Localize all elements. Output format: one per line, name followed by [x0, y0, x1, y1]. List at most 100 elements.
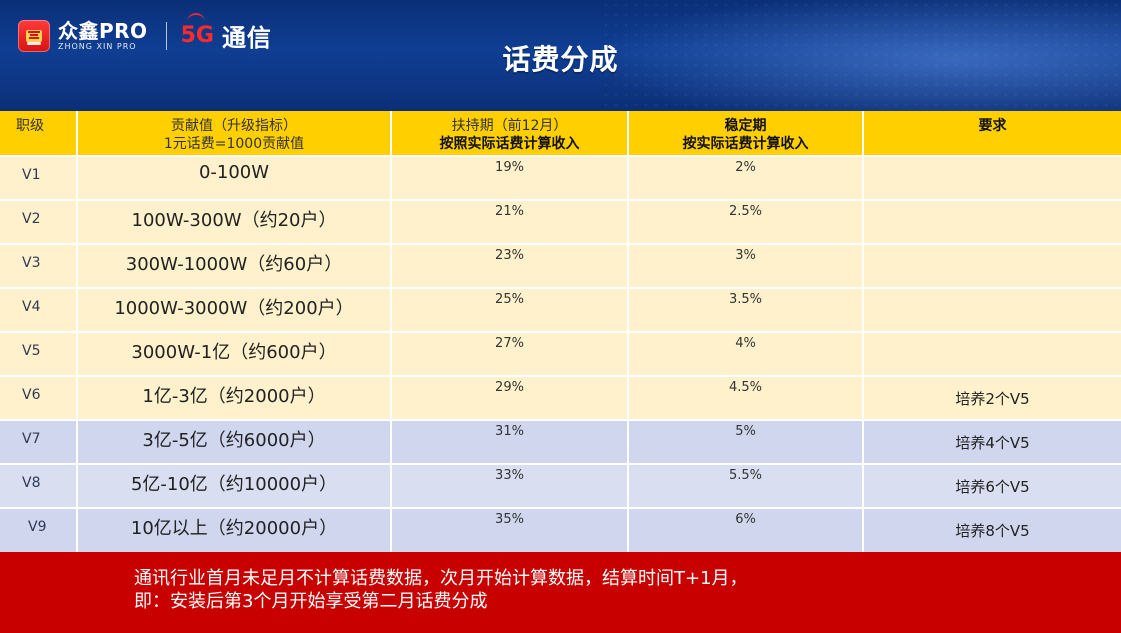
support-rate: 27%: [495, 336, 524, 351]
commission-table: 职级 贡献值（升级指标） 1元话费=1000贡献值 扶持期（前12月） 按照实际…: [0, 111, 1121, 552]
td-support: 33%: [392, 465, 629, 507]
contribution-text: 0-100W: [198, 162, 270, 183]
td-contribution: 3000W-1亿（约600户）: [78, 333, 392, 375]
td-level: V7: [0, 421, 78, 463]
th-contribution-line2: 1元话费=1000贡献值: [163, 136, 305, 152]
support-rate: 23%: [495, 248, 524, 263]
table-row: V5 3000W-1亿（约600户） 27% 4%: [0, 331, 1121, 375]
header-banner: 众鑫PRO ZHONG XIN PRO 5G 通信 话费分成: [0, 0, 1121, 111]
footer-note-banner: 通讯行业首月未足月不计算话费数据，次月开始计算数据，结算时间T+1月， 即：安装…: [0, 552, 1121, 633]
stable-rate: 5%: [735, 424, 756, 439]
level-text: V9: [28, 519, 47, 535]
th-contribution-label: 贡献值（升级指标） 1元话费=1000贡献值: [78, 117, 390, 153]
table-row: V7 3亿-5亿（约6000户） 31% 5% 培养4个V5: [0, 419, 1121, 463]
stable-rate: 2%: [735, 160, 756, 175]
zhongxin-logo-text: 众鑫PRO ZHONG XIN PRO: [58, 21, 148, 51]
level-text: V5: [22, 343, 41, 359]
th-requirement: 要求: [864, 111, 1121, 155]
contribution-text: 5亿-10亿（约10000户）: [130, 474, 338, 495]
td-support: 35%: [392, 509, 629, 552]
td-level: V1: [0, 157, 78, 199]
stable-rate: 4%: [735, 336, 756, 351]
td-contribution: 5亿-10亿（约10000户）: [78, 465, 392, 507]
signal-arc-icon: [186, 13, 205, 25]
table-row: V8 5亿-10亿（约10000户） 33% 5.5% 培养6个V5: [0, 463, 1121, 507]
td-requirement: [864, 157, 1121, 199]
td-level: V8: [0, 465, 78, 507]
td-requirement: 培养2个V5: [864, 377, 1121, 419]
th-level: 职级: [0, 111, 78, 155]
th-support: 扶持期（前12月） 按照实际话费计算收入: [392, 111, 629, 155]
td-requirement: 培养4个V5: [864, 421, 1121, 463]
td-level: V5: [0, 333, 78, 375]
th-contribution: 贡献值（升级指标） 1元话费=1000贡献值: [78, 111, 392, 155]
td-requirement: [864, 333, 1121, 375]
td-requirement: [864, 245, 1121, 287]
td-contribution: 1亿-3亿（约2000户）: [78, 377, 392, 419]
brand-divider: [165, 21, 167, 50]
td-stable: 4.5%: [629, 377, 864, 419]
settlement-note-line2: 即：安装后第3个月开始享受第二月话费分成: [134, 591, 488, 612]
table-row: V9 10亿以上（约20000户） 35% 6% 培养8个V5: [0, 507, 1121, 552]
stable-rate: 5.5%: [728, 468, 763, 483]
td-support: 21%: [392, 201, 629, 243]
contribution-text: 3亿-5亿（约6000户）: [142, 430, 326, 451]
5g-brand: 5G 通信: [181, 13, 272, 53]
settlement-note-line1: 通讯行业首月未足月不计算话费数据，次月开始计算数据，结算时间T+1月，: [134, 568, 748, 589]
stable-rate: 3%: [735, 248, 756, 263]
support-rate: 35%: [495, 512, 524, 527]
table-row: V6 1亿-3亿（约2000户） 29% 4.5% 培养2个V5: [0, 375, 1121, 419]
td-support: 27%: [392, 333, 629, 375]
td-stable: 6%: [629, 509, 864, 552]
stable-rate: 6%: [735, 512, 756, 527]
td-stable: 5.5%: [629, 465, 864, 507]
td-support: 25%: [392, 289, 629, 331]
contribution-text: 100W-300W（约20户）: [131, 210, 337, 231]
level-text: V6: [22, 387, 41, 403]
support-rate: 31%: [495, 424, 524, 439]
tongxin-text: 通信: [221, 24, 272, 52]
td-contribution: 100W-300W（约20户）: [78, 201, 392, 243]
zhongxin-logo-icon: [18, 19, 50, 52]
th-support-line2: 按照实际话费计算收入: [439, 136, 580, 152]
contribution-text: 1000W-3000W（约200户）: [114, 298, 354, 319]
td-level: V3: [0, 245, 78, 287]
contribution-text: 3000W-1亿（约600户）: [131, 342, 337, 363]
table-header-row: 职级 贡献值（升级指标） 1元话费=1000贡献值 扶持期（前12月） 按照实际…: [0, 111, 1121, 155]
td-requirement: [864, 201, 1121, 243]
table-grid: 职级 贡献值（升级指标） 1元话费=1000贡献值 扶持期（前12月） 按照实际…: [0, 111, 1121, 552]
header-texture: [601, 0, 1121, 111]
td-stable: 2%: [629, 157, 864, 199]
th-support-line1: 扶持期（前12月）: [451, 118, 568, 134]
logo-sub-text: ZHONG XIN PRO: [58, 41, 137, 51]
5g-mark: 5G: [181, 13, 214, 48]
level-text: V4: [22, 299, 41, 315]
td-contribution: 300W-1000W（约60户）: [78, 245, 392, 287]
th-stable: 稳定期 按实际话费计算收入: [629, 111, 864, 155]
td-level: V2: [0, 201, 78, 243]
td-requirement: 培养8个V5: [864, 509, 1121, 552]
table-row: V3 300W-1000W（约60户） 23% 3%: [0, 243, 1121, 287]
th-contribution-line1: 贡献值（升级指标）: [171, 118, 297, 134]
level-text: V7: [22, 431, 41, 447]
td-stable: 3.5%: [629, 289, 864, 331]
table-row: V1 0-100W 19% 2%: [0, 155, 1121, 199]
page-title: 话费分成: [502, 43, 619, 76]
support-rate: 19%: [495, 160, 524, 175]
stable-rate: 2.5%: [728, 204, 763, 219]
stable-rate: 3.5%: [728, 292, 763, 307]
requirement-text: 培养8个V5: [955, 522, 1030, 540]
stable-rate: 4.5%: [728, 380, 763, 395]
th-support-label: 扶持期（前12月） 按照实际话费计算收入: [392, 117, 627, 153]
td-stable: 4%: [629, 333, 864, 375]
support-rate: 29%: [495, 380, 524, 395]
support-rate: 21%: [495, 204, 524, 219]
td-support: 23%: [392, 245, 629, 287]
th-stable-line2: 按实际话费计算收入: [682, 136, 809, 152]
level-text: V2: [22, 211, 41, 227]
logo-main-text: 众鑫PRO: [58, 18, 148, 43]
contribution-text: 300W-1000W（约60户）: [125, 254, 343, 275]
th-stable-label: 稳定期 按实际话费计算收入: [629, 117, 862, 153]
level-text: V1: [22, 167, 41, 183]
